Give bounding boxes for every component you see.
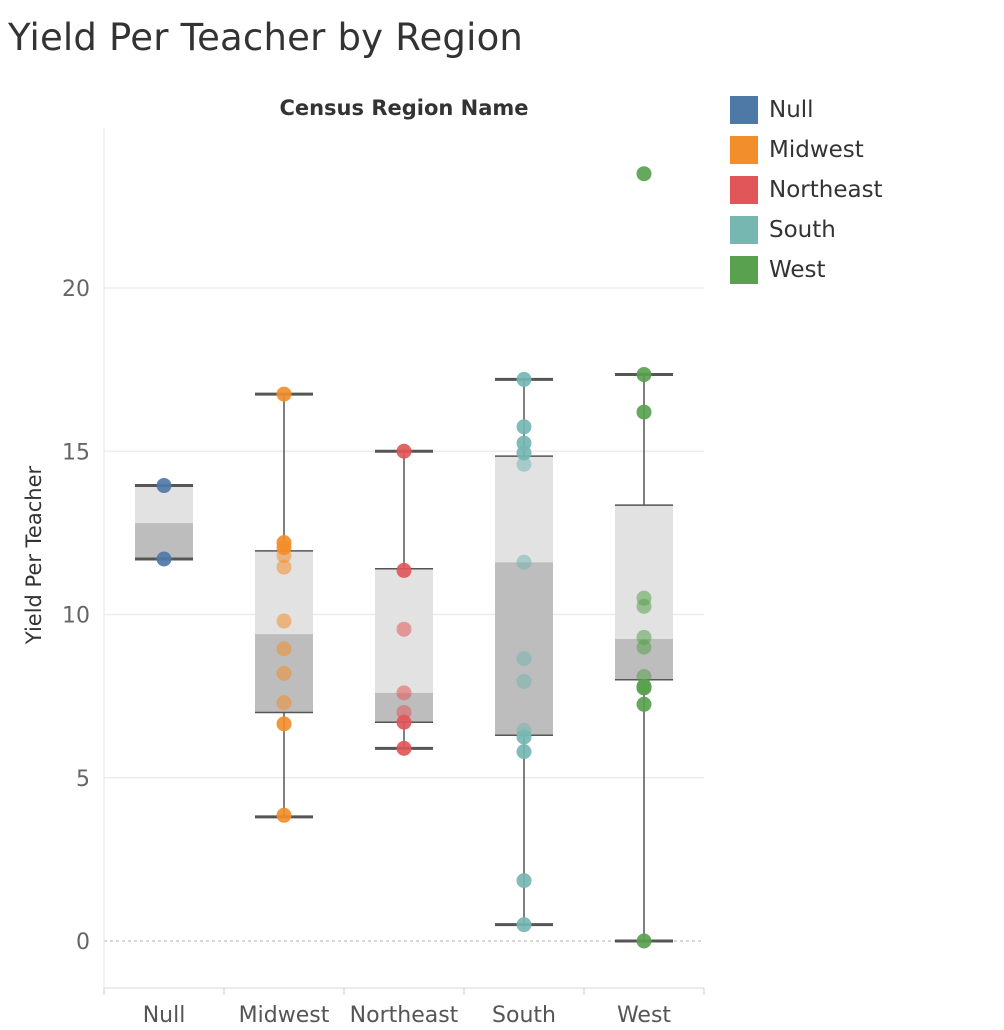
- axis-layer: Census Region Name 0 5 10 15 20 Yield Per Teac…: [22, 96, 705, 1028]
- data-point: [636, 367, 652, 383]
- data-point: [276, 548, 292, 564]
- legend-swatch: [730, 176, 758, 204]
- y-tick-label: 0: [76, 930, 90, 955]
- data-point: [396, 562, 412, 578]
- y-tick-label: 10: [62, 604, 90, 629]
- legend-item[interactable]: West: [730, 250, 883, 290]
- data-point: [516, 445, 532, 461]
- data-point: [276, 559, 292, 575]
- box-upper: [615, 505, 673, 639]
- y-tick-label: 20: [62, 277, 90, 302]
- legend-item[interactable]: Midwest: [730, 130, 883, 170]
- data-point: [516, 729, 532, 745]
- data-point: [156, 551, 172, 567]
- data-point: [636, 639, 652, 655]
- data-point: [276, 807, 292, 823]
- data-point: [276, 641, 292, 657]
- data-point: [636, 933, 652, 949]
- data-point: [516, 554, 532, 570]
- data-point: [636, 404, 652, 420]
- point-layer: [156, 166, 652, 949]
- y-tick-label: 5: [76, 767, 90, 792]
- column-header: Census Region Name: [279, 96, 528, 120]
- box-lower: [495, 562, 553, 736]
- data-point: [636, 680, 652, 696]
- data-point: [276, 716, 292, 732]
- legend-item[interactable]: Northeast: [730, 170, 883, 210]
- data-point: [636, 166, 652, 182]
- x-tick-label: Midwest: [239, 1003, 330, 1028]
- data-point: [516, 744, 532, 760]
- x-tick-label: West: [617, 1003, 671, 1028]
- data-point: [516, 917, 532, 933]
- data-point: [396, 443, 412, 459]
- data-point: [636, 598, 652, 614]
- legend-label: South: [769, 217, 836, 243]
- data-point: [516, 456, 532, 472]
- legend-swatch: [730, 136, 758, 164]
- data-point: [516, 419, 532, 435]
- data-point: [396, 714, 412, 730]
- data-point: [516, 873, 532, 889]
- x-tick-label: Northeast: [350, 1003, 459, 1028]
- legend-label: Midwest: [769, 137, 864, 163]
- data-point: [156, 478, 172, 494]
- data-point: [396, 621, 412, 637]
- legend-label: Northeast: [769, 177, 883, 203]
- data-point: [276, 613, 292, 629]
- data-point: [396, 685, 412, 701]
- legend: Null Midwest Northeast South West: [730, 90, 883, 290]
- data-point: [276, 695, 292, 711]
- data-point: [276, 386, 292, 402]
- y-axis-label: Yield Per Teacher: [22, 466, 46, 646]
- legend-swatch: [730, 256, 758, 284]
- y-tick-label: 15: [62, 440, 90, 465]
- data-point: [516, 371, 532, 387]
- legend-swatch: [730, 216, 758, 244]
- x-tick-label: South: [492, 1003, 556, 1028]
- data-point: [636, 696, 652, 712]
- legend-label: West: [769, 257, 826, 283]
- box-upper: [495, 456, 553, 563]
- legend-item[interactable]: South: [730, 210, 883, 250]
- x-tick-label: Null: [143, 1003, 186, 1028]
- data-point: [516, 651, 532, 667]
- chart-title: Yield Per Teacher by Region: [8, 16, 524, 59]
- box-layer: [135, 373, 673, 943]
- data-point: [396, 740, 412, 756]
- data-point: [276, 665, 292, 681]
- legend-swatch: [730, 96, 758, 124]
- legend-item[interactable]: Null: [730, 90, 883, 130]
- data-point: [516, 673, 532, 689]
- legend-label: Null: [769, 97, 814, 123]
